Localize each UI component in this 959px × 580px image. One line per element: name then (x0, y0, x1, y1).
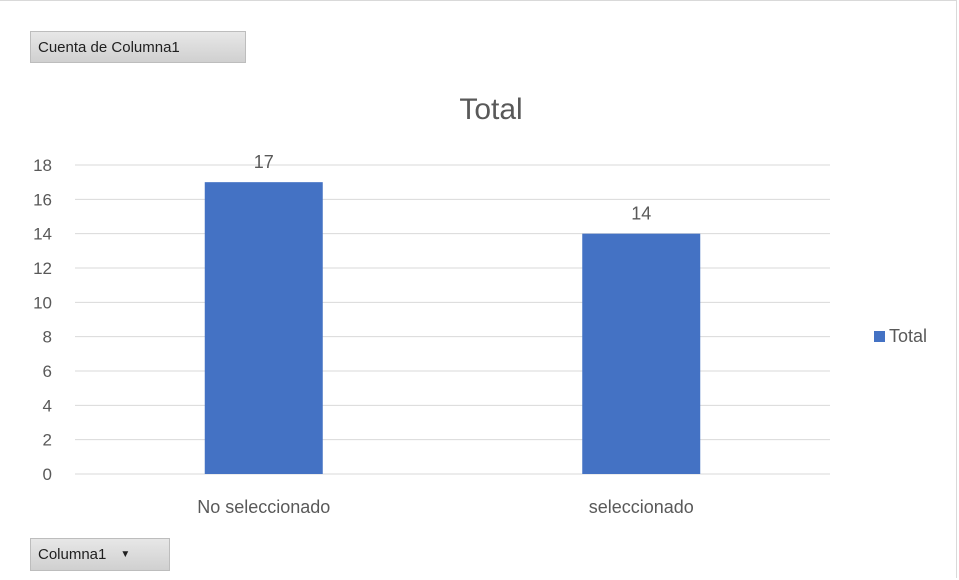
y-tick-label: 6 (43, 362, 52, 381)
bar (582, 233, 701, 474)
legend-label: Total (889, 326, 928, 346)
data-label: 17 (254, 152, 274, 172)
values-field-button[interactable]: Cuenta de Columna1 (30, 31, 246, 63)
bars (204, 182, 701, 474)
bar (204, 182, 323, 474)
y-tick-label: 16 (33, 190, 52, 209)
values-field-label: Cuenta de Columna1 (38, 38, 180, 56)
x-tick-label: No seleccionado (197, 497, 330, 517)
y-tick-label: 12 (33, 259, 52, 278)
x-axis-ticks: No seleccionado seleccionado (197, 497, 694, 517)
y-tick-label: 0 (43, 465, 52, 484)
y-tick-label: 2 (43, 431, 52, 450)
y-axis-ticks: 0 2 4 6 8 10 12 14 16 18 (33, 156, 52, 484)
chart-title: Total (459, 93, 522, 126)
y-tick-label: 4 (43, 396, 52, 415)
legend: Total (874, 326, 927, 347)
y-tick-label: 10 (33, 293, 52, 312)
legend-swatch (874, 331, 885, 342)
gridlines (75, 164, 830, 475)
x-tick-label: seleccionado (589, 497, 694, 517)
y-tick-label: 8 (43, 328, 52, 347)
axis-field-label: Columna1 (38, 546, 107, 563)
data-label: 14 (631, 204, 651, 224)
y-tick-label: 18 (33, 156, 52, 175)
y-tick-label: 14 (33, 225, 52, 244)
dropdown-arrow-icon: ▼ (120, 549, 131, 560)
axis-field-button[interactable]: Columna1 ▼ (30, 538, 170, 571)
